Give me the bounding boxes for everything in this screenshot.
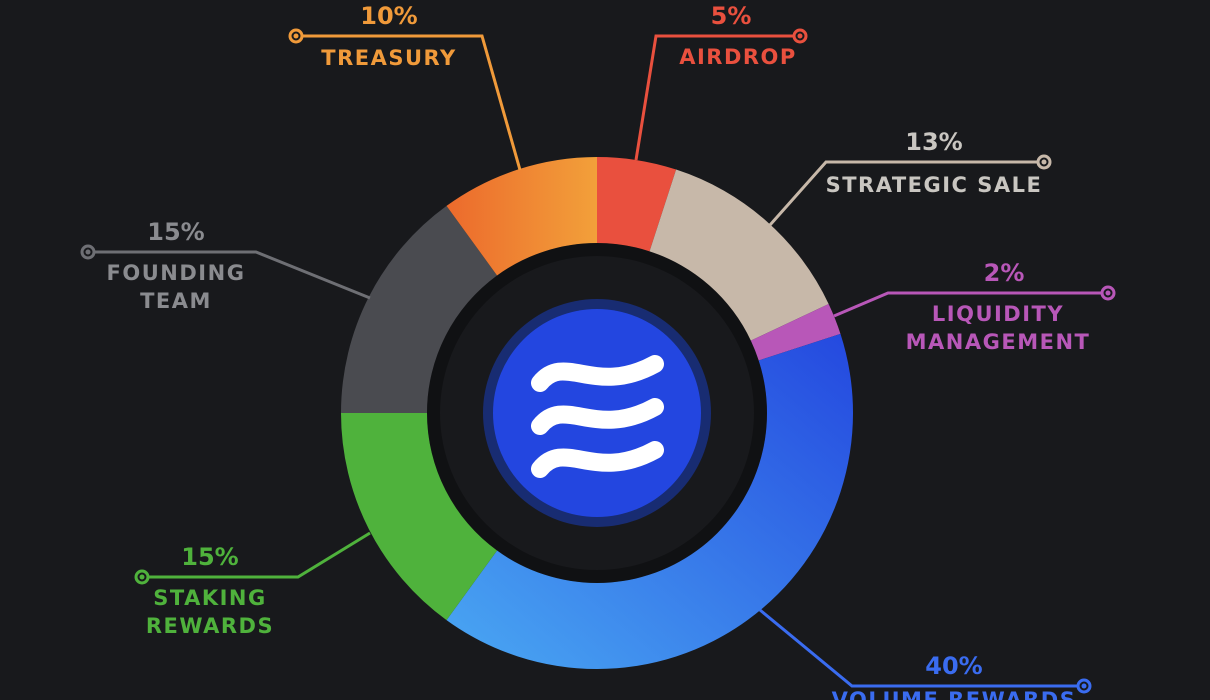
slice-volume-rewards [446, 333, 853, 669]
leader-line-founding-team [88, 250, 371, 300]
leader-dot-center-staking-rewards [139, 574, 145, 580]
slice-strategic-sale [649, 169, 829, 341]
category-label-staking-rewards-line2: REWARDS [146, 614, 274, 638]
category-label-liquidity-management-line2: MANAGEMENT [906, 330, 1091, 354]
category-label-founding-team-line1: FOUNDING [107, 261, 246, 285]
leader-line-treasury [296, 34, 522, 171]
leader-dot-center-founding-team [85, 249, 91, 255]
percent-label-staking-rewards: 15% [181, 543, 238, 571]
category-label-volume-rewards: VOLUME REWARDS [832, 688, 1077, 700]
leader-line-liquidity-management [833, 291, 1108, 318]
category-label-liquidity-management-line1: LIQUIDITY [932, 302, 1064, 326]
leader-dot-center-airdrop [797, 33, 803, 39]
leader-line-staking-rewards [142, 531, 371, 579]
category-label-staking-rewards-line1: STAKING [153, 586, 266, 610]
leader-dot-center-liquidity-management [1105, 290, 1111, 296]
percent-label-volume-rewards: 40% [925, 652, 982, 680]
category-label-strategic-sale: STRATEGIC SALE [826, 173, 1043, 197]
percent-label-strategic-sale: 13% [905, 128, 962, 156]
slice-airdrop [597, 157, 677, 252]
percent-label-liquidity-management: 2% [984, 259, 1025, 287]
slice-liquidity-management [750, 304, 841, 361]
leader-line-airdrop [634, 34, 800, 161]
slice-staking-rewards [341, 413, 498, 621]
category-label-founding-team-line2: TEAM [140, 289, 212, 313]
category-label-treasury: TREASURY [321, 46, 457, 70]
leader-dot-center-treasury [293, 33, 299, 39]
leader-line-strategic-sale [768, 160, 1044, 226]
leader-line-volume-rewards [759, 608, 1084, 688]
slice-founding-team [341, 205, 498, 413]
leader-dot-center-volume-rewards [1081, 683, 1087, 689]
slice-treasury [446, 157, 597, 276]
percent-label-founding-team: 15% [147, 218, 204, 246]
wave-logo-icon [531, 355, 664, 478]
percent-label-treasury: 10% [360, 2, 417, 30]
leader-dot-center-strategic-sale [1041, 159, 1047, 165]
percent-label-airdrop: 5% [711, 2, 752, 30]
category-label-airdrop: AIRDROP [679, 45, 797, 69]
